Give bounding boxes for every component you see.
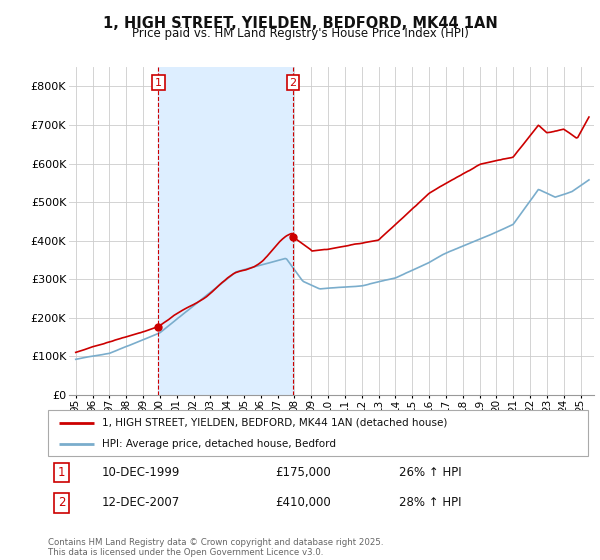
Text: 1, HIGH STREET, YIELDEN, BEDFORD, MK44 1AN (detached house): 1, HIGH STREET, YIELDEN, BEDFORD, MK44 1… — [102, 418, 448, 428]
Text: 1, HIGH STREET, YIELDEN, BEDFORD, MK44 1AN: 1, HIGH STREET, YIELDEN, BEDFORD, MK44 1… — [103, 16, 497, 31]
Text: HPI: Average price, detached house, Bedford: HPI: Average price, detached house, Bedf… — [102, 439, 336, 449]
Text: £175,000: £175,000 — [275, 466, 331, 479]
Text: £410,000: £410,000 — [275, 496, 331, 509]
Text: Price paid vs. HM Land Registry's House Price Index (HPI): Price paid vs. HM Land Registry's House … — [131, 27, 469, 40]
Text: 2: 2 — [290, 78, 296, 87]
Text: 28% ↑ HPI: 28% ↑ HPI — [399, 496, 461, 509]
Bar — [158, 67, 293, 395]
Text: 10-DEC-1999: 10-DEC-1999 — [102, 466, 181, 479]
Text: 1: 1 — [155, 78, 162, 87]
Text: Contains HM Land Registry data © Crown copyright and database right 2025.
This d: Contains HM Land Registry data © Crown c… — [48, 538, 383, 557]
Text: 1: 1 — [58, 466, 65, 479]
Text: 2: 2 — [58, 496, 65, 509]
Text: 26% ↑ HPI: 26% ↑ HPI — [399, 466, 461, 479]
FancyBboxPatch shape — [48, 410, 588, 456]
Text: 12-DEC-2007: 12-DEC-2007 — [102, 496, 180, 509]
